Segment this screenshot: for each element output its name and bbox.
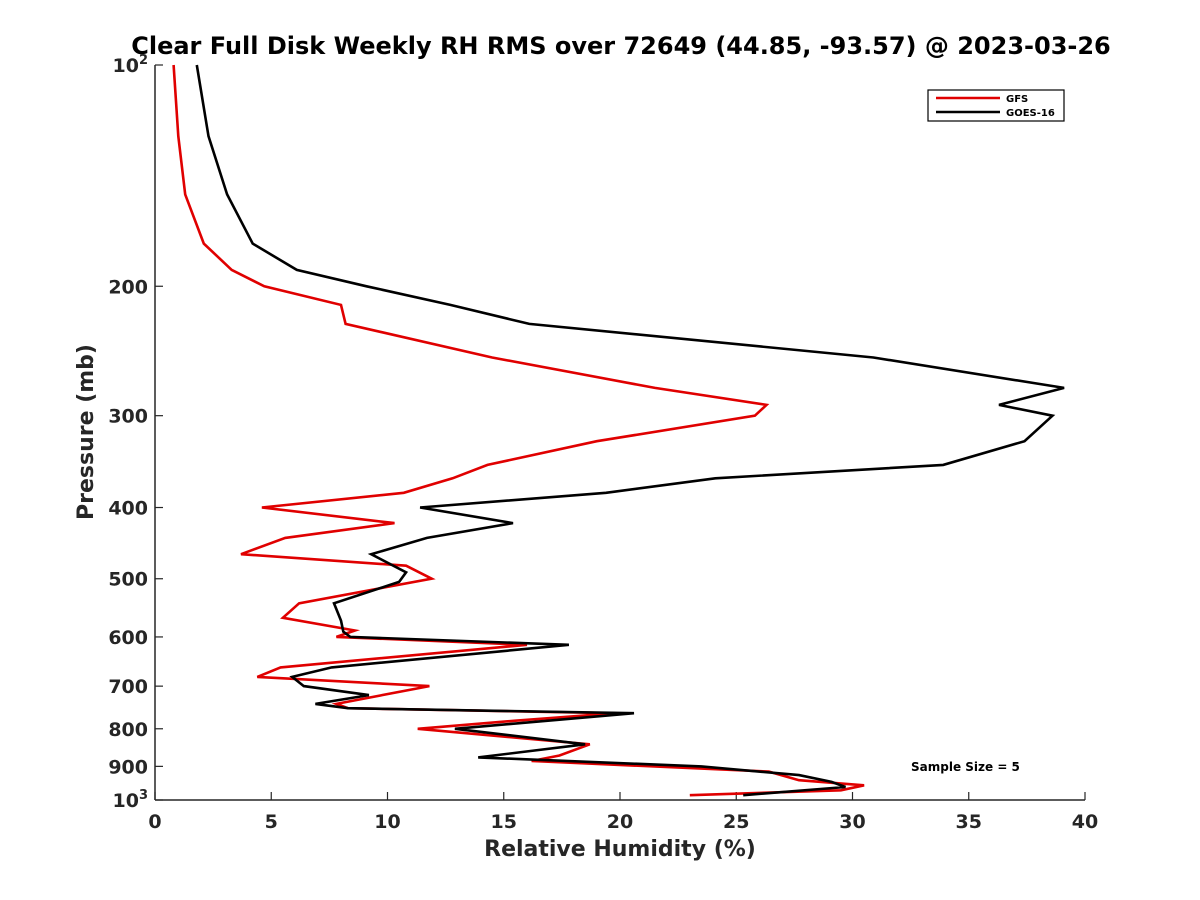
x-axis-label: Relative Humidity (%)	[484, 837, 756, 862]
x-tick-label: 15	[491, 811, 517, 833]
legend-label: GFS	[1006, 94, 1028, 105]
y-tick-label: 103	[113, 788, 149, 812]
y-tick-label: 800	[108, 719, 148, 741]
series-line-goes-16	[195, 64, 1065, 797]
x-tick-label: 25	[723, 811, 749, 833]
y-tick-label: 500	[108, 569, 148, 591]
x-tick-label: 5	[265, 811, 278, 833]
series-line-gfs	[172, 64, 865, 797]
y-tick-label: 400	[108, 498, 148, 520]
series-layer	[172, 64, 1065, 797]
x-tick-label: 10	[374, 811, 400, 833]
y-axis-ticks: 102 200 300 400 500 600 700 800 900 103	[108, 53, 163, 812]
y-tick-label: 200	[108, 276, 148, 298]
x-tick-label: 30	[839, 811, 865, 833]
x-tick-label: 0	[148, 811, 161, 833]
legend-box	[927, 89, 1065, 122]
y-axis-label: Pressure (mb)	[74, 344, 99, 520]
y-tick-label: 900	[108, 756, 148, 778]
y-tick-label: 600	[108, 627, 148, 649]
legend-label: GOES-16	[1006, 108, 1055, 119]
legend: GFS GOES-16	[927, 89, 1065, 122]
x-tick-label: 35	[956, 811, 982, 833]
chart-title: Clear Full Disk Weekly RH RMS over 72649…	[131, 32, 1111, 60]
y-tick-label: 300	[108, 406, 148, 428]
sample-size-annotation: Sample Size = 5	[911, 760, 1020, 774]
y-tick-label: 102	[113, 53, 149, 77]
x-tick-label: 40	[1072, 811, 1098, 833]
x-tick-label: 20	[607, 811, 633, 833]
plot-area	[154, 65, 1085, 801]
y-tick-label: 700	[108, 676, 148, 698]
x-axis-ticks: 0 5 10 15 20 25 30 35 40	[148, 792, 1098, 833]
